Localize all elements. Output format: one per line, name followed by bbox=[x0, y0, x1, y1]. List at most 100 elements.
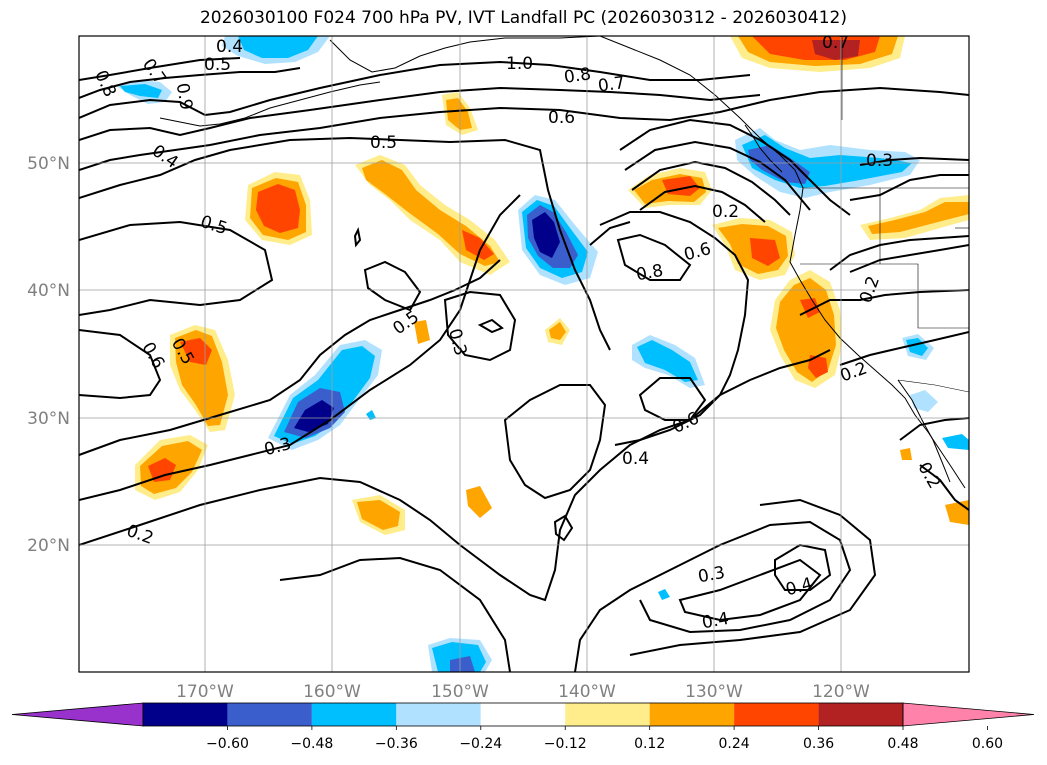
contour-line bbox=[624, 140, 811, 211]
contour-line bbox=[589, 221, 631, 246]
colorbar-tick-label: −0.24 bbox=[459, 736, 502, 752]
contour-line bbox=[839, 331, 969, 366]
contour-label: 0.8 bbox=[563, 64, 593, 88]
colorbar-tick-label: −0.36 bbox=[375, 736, 418, 752]
contour-line bbox=[79, 349, 831, 602]
contour-line bbox=[619, 118, 851, 216]
contour-line bbox=[279, 556, 511, 672]
contour-line bbox=[79, 60, 751, 119]
contour-line bbox=[849, 244, 969, 273]
lat-tick-label: 30°N bbox=[27, 409, 70, 429]
contour-line bbox=[79, 194, 521, 501]
contour-line bbox=[79, 67, 301, 99]
contour-label: 0.4 bbox=[216, 37, 243, 57]
contour-line bbox=[574, 520, 852, 672]
contour-line bbox=[631, 160, 791, 216]
shade-orange-tiny-mx bbox=[900, 448, 912, 460]
contour-line bbox=[599, 211, 750, 446]
colorbar-tick-label: 0.48 bbox=[887, 736, 918, 752]
contour-line bbox=[79, 57, 241, 81]
border-state-1 bbox=[879, 188, 969, 329]
shade-orange-172w-red bbox=[148, 458, 176, 482]
colorbar-swatch bbox=[143, 703, 228, 726]
colorbar-swatch bbox=[396, 703, 481, 726]
colorbar-extend-low bbox=[11, 702, 144, 727]
lat-tick-label: 40°N bbox=[27, 281, 70, 301]
shade-blue-bottom-deep bbox=[450, 656, 475, 672]
contour-label: 0.4 bbox=[700, 609, 730, 633]
colorbar-tick-label: 0.60 bbox=[972, 736, 1003, 752]
border-us-mexico bbox=[897, 379, 969, 393]
contour-label: 0.7 bbox=[597, 73, 627, 97]
contour-line bbox=[829, 235, 969, 271]
coast-baja bbox=[897, 379, 951, 483]
colorbar-swatch bbox=[818, 703, 903, 726]
shade-blue-tiny-15n bbox=[658, 589, 670, 600]
shade-red-48n-red bbox=[256, 184, 300, 233]
shade-orange-173w-red bbox=[180, 338, 212, 365]
colorbar-tick-label: −0.12 bbox=[544, 736, 587, 752]
lon-tick-label: 140°W bbox=[558, 682, 616, 702]
lat-tick-label: 20°N bbox=[27, 536, 70, 556]
colorbar-tick-label: 0.36 bbox=[803, 736, 834, 752]
colorbar: −0.60 −0.48 −0.36 −0.24 −0.12 0.12 0.24 0.36 0.4… bbox=[11, 702, 1035, 752]
colorbar-swatch bbox=[480, 703, 566, 726]
shade-blue-baja2 bbox=[910, 390, 938, 412]
lon-tick-label: 160°W bbox=[303, 682, 361, 702]
contour-line bbox=[79, 136, 611, 351]
contour-label: 0.6 bbox=[548, 108, 575, 128]
shade-orange-small bbox=[414, 320, 430, 344]
shade-blue-baja3 bbox=[942, 434, 969, 450]
contour-label: 0.8 bbox=[635, 261, 665, 285]
coast-bc-islands bbox=[744, 124, 783, 173]
shade-orange-central-core bbox=[549, 322, 566, 340]
coast-alaska bbox=[329, 36, 601, 73]
colorbar-swatch bbox=[649, 703, 735, 726]
shade-orange-alaska-core bbox=[446, 98, 472, 130]
coast-california bbox=[799, 279, 966, 489]
lon-tick-label: 120°W bbox=[812, 682, 870, 702]
colorbar-tick-label: 0.12 bbox=[634, 736, 665, 752]
latitude-axis: 50°N 40°N 30°N 20°N bbox=[27, 154, 70, 556]
lon-tick-label: 150°W bbox=[431, 682, 489, 702]
shade-orange-ca-red bbox=[808, 355, 828, 378]
colorbar-outline bbox=[142, 702, 904, 727]
shade-orange-east-core bbox=[868, 202, 969, 234]
contour-label: 0.2 bbox=[712, 202, 739, 222]
contour-line bbox=[639, 184, 766, 223]
colorbar-tick-label: −0.60 bbox=[206, 736, 249, 752]
contour-line bbox=[638, 377, 707, 421]
contour-line bbox=[503, 384, 607, 500]
contour-line bbox=[859, 156, 969, 166]
graticule bbox=[79, 36, 969, 672]
contour-line bbox=[678, 558, 822, 622]
shade-blue-pole-core bbox=[120, 84, 162, 98]
shade-orange-ca-red2 bbox=[800, 298, 820, 318]
contour-line bbox=[849, 174, 969, 201]
shade-blue-pnw-deep bbox=[748, 145, 810, 184]
contour-label: 0.5 bbox=[204, 55, 231, 75]
shade-orange-155w-core bbox=[357, 500, 400, 530]
contour-line bbox=[79, 86, 761, 141]
shade-blue-44n-deep bbox=[532, 212, 560, 258]
contour-line bbox=[629, 498, 877, 656]
plot-frame bbox=[78, 35, 970, 673]
colorbar-tick-label: −0.48 bbox=[290, 736, 333, 752]
lon-tick-label: 130°W bbox=[685, 682, 743, 702]
shade-blue-tiny-30n bbox=[366, 410, 376, 420]
contour-label: 1.0 bbox=[506, 54, 533, 74]
contour-line bbox=[919, 464, 969, 511]
contour-line bbox=[79, 259, 501, 456]
contour-line bbox=[79, 86, 969, 171]
contour-label: 0.3 bbox=[866, 151, 893, 171]
lat-tick-label: 50°N bbox=[27, 154, 70, 174]
contour-line bbox=[799, 289, 969, 316]
shade-blue-nw-core bbox=[238, 36, 318, 58]
contour-label: 0.7 bbox=[822, 33, 849, 53]
contour-line bbox=[899, 417, 969, 441]
colorbar-swatch bbox=[734, 703, 819, 726]
contour-line bbox=[616, 233, 692, 281]
colorbar-swatch bbox=[311, 703, 397, 726]
shade-orange-125w-red bbox=[750, 238, 780, 266]
